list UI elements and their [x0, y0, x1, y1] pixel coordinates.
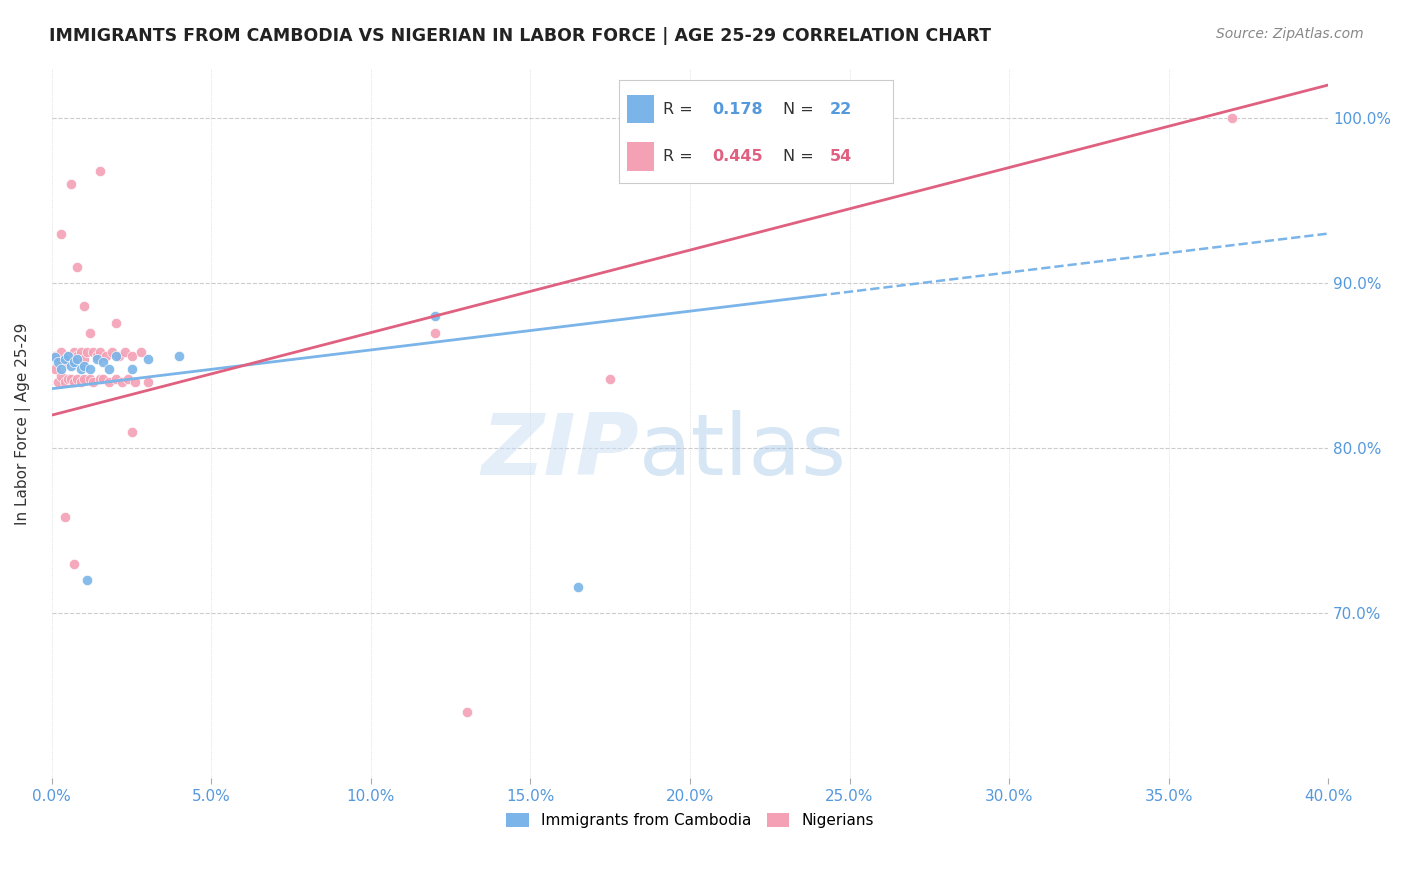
Point — [53, 351, 76, 366]
Point — [79, 362, 101, 376]
Point — [44, 349, 66, 363]
Text: N =: N = — [783, 149, 820, 164]
Point — [423, 309, 446, 323]
Point — [63, 355, 86, 369]
Point — [51, 227, 73, 241]
Point — [89, 164, 111, 178]
Point — [136, 375, 159, 389]
Text: 22: 22 — [830, 102, 852, 117]
Point — [63, 375, 86, 389]
Point — [66, 351, 89, 366]
Point — [53, 375, 76, 389]
Text: R =: R = — [662, 102, 697, 117]
Point — [108, 349, 131, 363]
Point — [101, 345, 124, 359]
Point — [98, 375, 121, 389]
Point — [89, 372, 111, 386]
Point — [76, 573, 98, 587]
Point — [98, 362, 121, 376]
Point — [423, 326, 446, 340]
Point — [51, 362, 73, 376]
Point — [44, 362, 66, 376]
Point — [86, 349, 108, 363]
Point — [76, 345, 98, 359]
Point — [46, 355, 69, 369]
Point — [121, 425, 143, 439]
Text: 54: 54 — [830, 149, 852, 164]
Point — [59, 351, 82, 366]
Text: R =: R = — [662, 149, 697, 164]
Point — [66, 349, 89, 363]
Point — [73, 351, 96, 366]
Point — [53, 355, 76, 369]
Text: N =: N = — [783, 102, 820, 117]
Legend: Immigrants from Cambodia, Nigerians: Immigrants from Cambodia, Nigerians — [499, 807, 880, 834]
Point — [69, 375, 91, 389]
Point — [111, 375, 134, 389]
Point — [121, 362, 143, 376]
Point — [56, 372, 79, 386]
Point — [51, 368, 73, 383]
Point — [82, 345, 104, 359]
Point — [46, 375, 69, 389]
Point — [94, 349, 117, 363]
Point — [59, 372, 82, 386]
Point — [456, 705, 478, 719]
Y-axis label: In Labor Force | Age 25-29: In Labor Force | Age 25-29 — [15, 322, 31, 524]
Point — [104, 316, 127, 330]
Point — [169, 349, 191, 363]
Point — [73, 372, 96, 386]
Point — [117, 372, 139, 386]
Point — [114, 345, 136, 359]
Point — [82, 375, 104, 389]
Point — [91, 355, 114, 369]
Point — [567, 580, 589, 594]
Text: IMMIGRANTS FROM CAMBODIA VS NIGERIAN IN LABOR FORCE | AGE 25-29 CORRELATION CHAR: IMMIGRANTS FROM CAMBODIA VS NIGERIAN IN … — [49, 27, 991, 45]
Text: atlas: atlas — [638, 410, 846, 493]
Point — [104, 372, 127, 386]
Point — [69, 362, 91, 376]
Point — [91, 372, 114, 386]
Point — [104, 349, 127, 363]
Point — [121, 349, 143, 363]
Point — [51, 345, 73, 359]
Point — [63, 345, 86, 359]
Point — [69, 345, 91, 359]
Point — [59, 177, 82, 191]
Point — [1222, 111, 1244, 125]
Text: 0.178: 0.178 — [711, 102, 762, 117]
Point — [53, 510, 76, 524]
Point — [124, 375, 146, 389]
Text: 0.445: 0.445 — [711, 149, 762, 164]
Point — [44, 351, 66, 365]
Point — [66, 260, 89, 274]
Point — [46, 351, 69, 366]
Point — [63, 557, 86, 571]
Point — [129, 345, 152, 359]
Point — [86, 351, 108, 366]
Point — [89, 345, 111, 359]
Point — [79, 372, 101, 386]
Text: Source: ZipAtlas.com: Source: ZipAtlas.com — [1216, 27, 1364, 41]
Point — [56, 349, 79, 363]
Text: ZIP: ZIP — [481, 410, 638, 493]
Point — [66, 372, 89, 386]
Point — [59, 359, 82, 373]
Point — [73, 359, 96, 373]
Point — [136, 351, 159, 366]
Point — [73, 299, 96, 313]
Point — [807, 128, 830, 142]
FancyBboxPatch shape — [627, 142, 654, 170]
Point — [56, 349, 79, 363]
FancyBboxPatch shape — [627, 95, 654, 123]
Point — [79, 326, 101, 340]
Point — [599, 372, 621, 386]
